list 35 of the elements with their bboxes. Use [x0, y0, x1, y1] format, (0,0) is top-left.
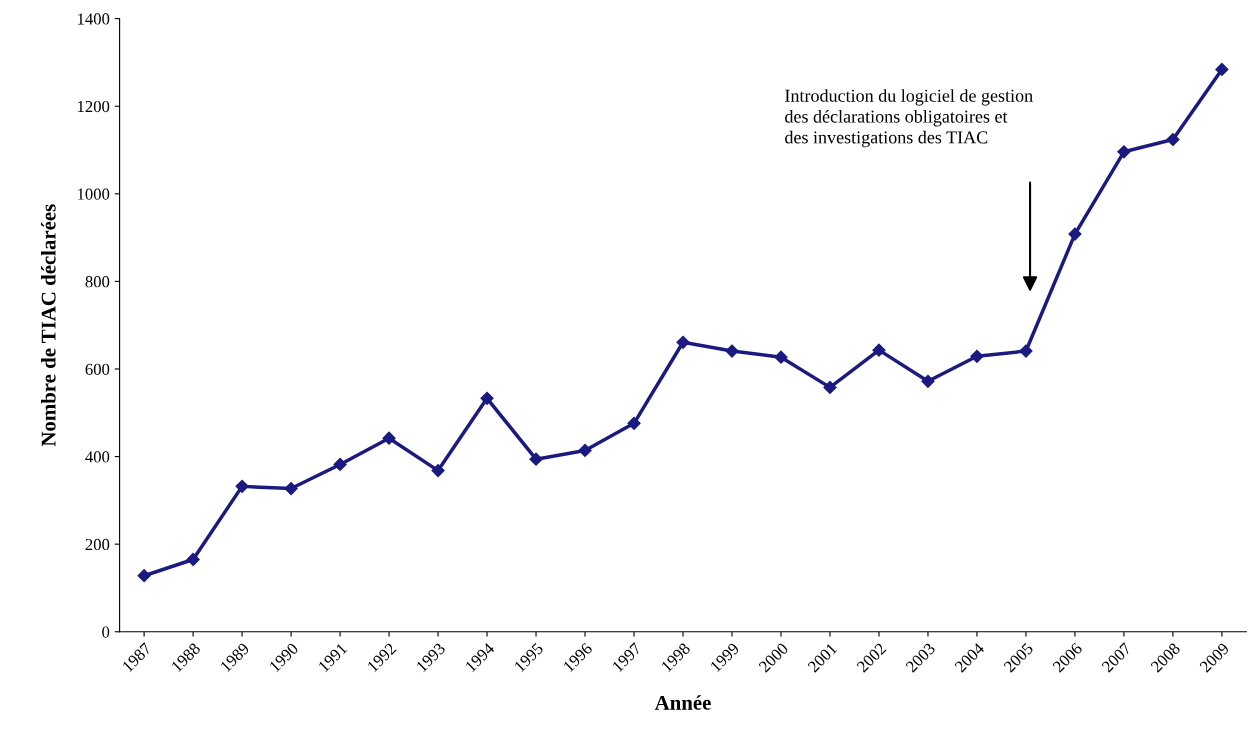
- point: [823, 380, 837, 394]
- x-tick-label: 1991: [317, 642, 348, 673]
- y-tick-label: 800: [85, 276, 110, 288]
- point: [627, 416, 641, 430]
- point: [382, 431, 396, 445]
- point: [137, 569, 151, 583]
- y-tick-label: 1000: [78, 188, 110, 200]
- y-tick-label: 0: [102, 626, 110, 638]
- point: [1068, 227, 1082, 241]
- point: [186, 552, 200, 567]
- annotation: Introduction du logiciel de gestion des déclarations obligatoires et des investigations des TIAC: [785, 89, 1033, 148]
- y-tick-label: 400: [85, 451, 110, 463]
- point: [333, 457, 347, 472]
- point: [480, 391, 494, 405]
- point: [1215, 62, 1229, 77]
- y-tick-label: 600: [85, 363, 110, 375]
- y-tick-label: 200: [85, 538, 110, 551]
- point: [431, 464, 445, 478]
- point: [284, 481, 298, 496]
- point: [676, 335, 690, 349]
- point: [235, 479, 249, 493]
- point: [578, 443, 592, 458]
- x-axis-title: Année: [654, 695, 711, 710]
- point: [1019, 344, 1033, 358]
- point: [529, 452, 543, 466]
- y-tick-label: 1200: [78, 100, 110, 113]
- point: [774, 350, 788, 364]
- y-axis-title: Nombre de TIAC déclarées: [40, 204, 56, 447]
- y-tick-label: 1400: [78, 13, 110, 25]
- point: [725, 344, 739, 358]
- point: [1166, 132, 1180, 147]
- point: [1117, 145, 1131, 159]
- point: [970, 349, 984, 363]
- point: [921, 374, 935, 388]
- point: [872, 343, 886, 357]
